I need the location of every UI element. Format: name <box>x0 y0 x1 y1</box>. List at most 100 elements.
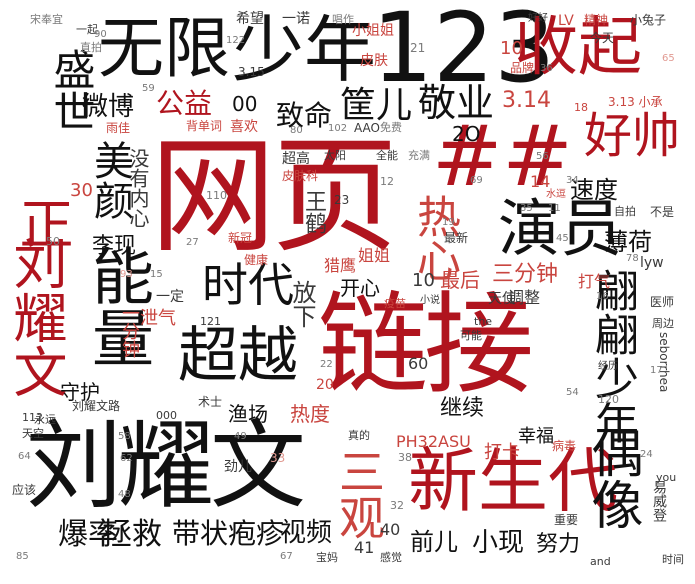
word-daka: 打卡 <box>484 442 520 463</box>
word-n-50: 50 <box>46 235 60 248</box>
word-n-2o: 2O <box>452 122 481 146</box>
word-zibai: 自拍 <box>614 205 636 218</box>
word-yujia: 雨佳 <box>106 121 131 135</box>
word-n-78: 78 <box>626 253 639 264</box>
word-n-16: 16 <box>596 291 609 302</box>
word-jiankang: 健康 <box>244 253 269 267</box>
word-n-3-13: 3.13 小承 <box>608 95 663 109</box>
word-pifu: 皮肤 <box>360 53 388 69</box>
word-n-20: 20 <box>316 377 334 393</box>
word-guaner: 筐儿 <box>340 85 413 126</box>
word-n-35: 35 <box>520 203 533 214</box>
word-n-48: 48 <box>118 489 131 500</box>
word-yisuwei: 易威登 <box>651 480 667 522</box>
word-redu: 热度 <box>290 402 330 426</box>
word-shuiya: 水逗 <box>546 189 566 200</box>
word-nuli: 努力 <box>536 532 581 557</box>
word-jixu: 继续 <box>440 396 485 421</box>
word-n-90: 90 <box>94 29 107 40</box>
word-n-24: 24 <box>640 449 653 460</box>
word-shipin: 视频 <box>280 518 333 548</box>
word-keneng: 可能 <box>460 329 482 342</box>
word-bohe: 薄荷 <box>604 228 652 256</box>
word-shidai: 时代 <box>202 258 294 312</box>
word-baokuan: 三观 <box>332 448 386 540</box>
word-00: 00 <box>232 92 258 116</box>
word-n-14: 14 <box>530 172 551 191</box>
word-zheng: 正 <box>10 196 73 250</box>
word-baoma: 宝妈 <box>316 551 338 564</box>
word-xiaotuzi: 小兔子 <box>630 13 667 27</box>
word-songfengyi: 宋奉宜 <box>30 13 63 26</box>
word-lyw: lyw <box>640 255 664 271</box>
word-gongyi: 公益 <box>156 87 213 120</box>
word-chongman: 充满 <box>408 149 430 162</box>
word-yongyuan: 永远 <box>34 413 56 426</box>
word-seborrhea: seborrhea <box>657 332 671 393</box>
word-xiaoxian: 小现 <box>472 528 525 558</box>
word-chaoyue: 超越 <box>178 321 298 391</box>
word-n-38: 38 <box>398 451 412 464</box>
word-AAO: AAO <box>354 121 380 135</box>
word-n-65: 65 <box>662 53 675 64</box>
word-lixian: 李现 <box>92 234 137 259</box>
word-liuyaowenlu: 刘耀文路 <box>72 399 121 413</box>
word-you: you <box>656 471 677 484</box>
word-zhongyao: 重要 <box>554 513 579 527</box>
word-tianshi: 天使 <box>488 291 516 307</box>
word-zhengjiu: 拯救 <box>102 517 162 552</box>
word-n-110: 110 <box>206 189 227 202</box>
word-shuqi: 术士 <box>198 395 223 409</box>
word-jingshen: 精神 <box>584 13 609 27</box>
word-jiejie: 姐姐 <box>358 246 391 265</box>
word-yishi: 医师 <box>650 295 675 309</box>
word-shuxia: 放下 <box>288 280 316 328</box>
word-n-120: 120 <box>598 393 619 406</box>
word-pinpai: 品牌 <box>510 61 535 75</box>
word-yifenzhong: 一分钟 <box>119 304 140 358</box>
word-haohao: 好好 <box>528 13 548 24</box>
word-n-34: 34 <box>566 175 579 186</box>
word-n-10: 10 <box>500 38 523 59</box>
word-zuixin: 最新 <box>444 231 469 245</box>
word-sudu: 速度 <box>570 176 618 204</box>
word-zhibo: 直拍 <box>80 41 102 54</box>
word-n-000: 000 <box>156 409 177 422</box>
word-n-27: 27 <box>186 237 199 248</box>
word-lianjie: 链接 <box>318 281 534 409</box>
word-ouxiang: 偶像 <box>582 426 642 530</box>
word-xingfu: 幸福 <box>518 426 554 447</box>
word-n-22: 22 <box>320 359 333 370</box>
word-n-67: 67 <box>280 551 293 562</box>
word-nengliang: 能量 <box>81 244 154 368</box>
word-n-12: 12 <box>380 175 394 188</box>
word-jingye: 敬业 <box>418 81 495 125</box>
word-n-60: 60 <box>408 354 429 373</box>
word-beiyin: 背单词 <box>186 119 223 133</box>
word-n-lv: LV <box>558 13 574 29</box>
word-liangmeng: 王鹤 <box>301 190 326 234</box>
word-n-10b: 10 <box>412 270 435 291</box>
word-zhenshi: 真的 <box>348 429 370 442</box>
word-shaonian: 少年 <box>232 8 377 92</box>
word-123: 123 <box>372 0 556 104</box>
word-n-62: 62 <box>120 453 133 464</box>
word-quanneng: 全能 <box>376 149 398 162</box>
word-shouhu: 守护 <box>60 380 100 404</box>
word-n-18: 18 <box>574 101 588 114</box>
word-n-121: 121 <box>200 315 221 328</box>
word-pifuke: 皮肤科 <box>282 169 319 183</box>
word-pianpianshaonian: 翩翩少年 <box>587 268 638 444</box>
word-n-54: 54 <box>566 387 579 398</box>
word-daizhuangpaozhen: 带状疱疹 <box>172 517 285 550</box>
word-yiqing: 疫苗 <box>384 297 406 310</box>
word-n-23: 23 <box>334 193 350 207</box>
word-shouqi: 收起 <box>514 11 642 85</box>
word-n-102: 102 <box>328 123 348 134</box>
word-n-32: 32 <box>390 499 404 512</box>
word-yinuo: 一诺 <box>282 11 310 27</box>
word-jingli: 经历 <box>598 361 618 372</box>
word-n-122: 122 <box>226 35 246 46</box>
word-n-41: 41 <box>354 538 375 557</box>
word-and: and <box>590 555 611 568</box>
